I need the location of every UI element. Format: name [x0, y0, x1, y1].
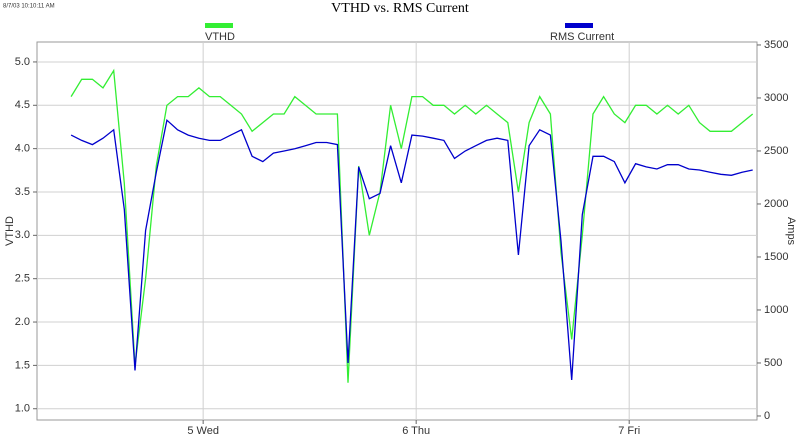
legend-swatch — [205, 23, 233, 28]
y2-tick-label: 1000 — [764, 304, 788, 316]
y-tick-label: 1.0 — [15, 403, 30, 415]
x-tick-label: 7 Fri — [618, 425, 640, 437]
y2-tick-label: 500 — [764, 357, 782, 369]
y2-tick-label: 2000 — [764, 198, 788, 210]
x-tick-label: 5 Wed — [187, 425, 219, 437]
y-tick-label: 5.0 — [15, 56, 30, 68]
legend-label: VTHD — [205, 31, 235, 43]
y-tick-label: 2.0 — [15, 316, 30, 328]
y-tick-label: 4.0 — [15, 143, 30, 155]
y-tick-label: 1.5 — [15, 359, 30, 371]
y2-tick-label: 3500 — [764, 39, 788, 51]
series-line — [70, 118, 753, 380]
y2-tick-label: 1500 — [764, 251, 788, 263]
y-tick-label: 2.5 — [15, 273, 30, 285]
legend-label: RMS Current — [550, 31, 614, 43]
y-axis-label: VTHD — [4, 216, 16, 246]
y2-axis-label: Amps — [785, 217, 797, 246]
timestamp: 8/7/03 10:10:11 AM — [3, 4, 55, 10]
x-tick-label: 6 Thu — [402, 425, 430, 437]
y2-tick-label: 3000 — [764, 92, 788, 104]
chart-title: VTHD vs. RMS Current — [331, 1, 469, 16]
y-tick-label: 3.0 — [15, 229, 30, 241]
series-line — [70, 68, 754, 383]
legend-swatch — [565, 23, 593, 28]
y-tick-label: 4.5 — [15, 99, 30, 111]
y2-tick-label: 0 — [764, 410, 770, 422]
y-tick-label: 3.5 — [15, 186, 30, 198]
y2-tick-label: 2500 — [764, 145, 788, 157]
